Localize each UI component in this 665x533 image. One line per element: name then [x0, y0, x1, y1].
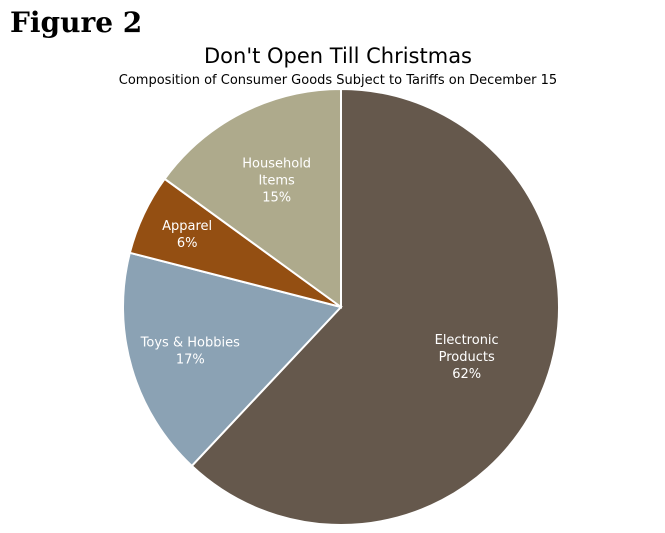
- slice-label-apparel: Apparel 6%: [162, 219, 212, 251]
- chart-subtitle: Composition of Consumer Goods Subject to…: [118, 73, 558, 88]
- chart-title: Don't Open Till Christmas: [203, 44, 473, 68]
- slice-name-toys-and-hobbies: Toys & Hobbies: [140, 335, 240, 350]
- slice-label-electronic-products: Electronic Products 62%: [435, 333, 499, 382]
- slice-label-household-items: Household Items 15%: [242, 157, 311, 206]
- pie-slice-electronic-products: [190, 87, 560, 526]
- pie-slice-toys-and-hobbies: [122, 251, 343, 468]
- slice-value-electronic-products: 62%: [452, 367, 481, 382]
- slice-value-apparel: 6%: [177, 236, 198, 251]
- slice-name-apparel: Apparel: [162, 219, 212, 234]
- slice-name-electronic-products: Products: [439, 350, 495, 365]
- slice-value-household-items: 15%: [262, 191, 291, 206]
- slice-value-toys-and-hobbies: 17%: [176, 352, 205, 367]
- slice-name-household-items: Household: [242, 157, 311, 172]
- slice-name-electronic-products: Electronic: [435, 333, 499, 348]
- pie-slice-household-items: [163, 87, 342, 309]
- figure-label: Figure 2: [10, 6, 143, 39]
- slice-label-toys-and-hobbies: Toys & Hobbies 17%: [140, 335, 240, 367]
- slice-name-household-items: Items: [258, 174, 295, 189]
